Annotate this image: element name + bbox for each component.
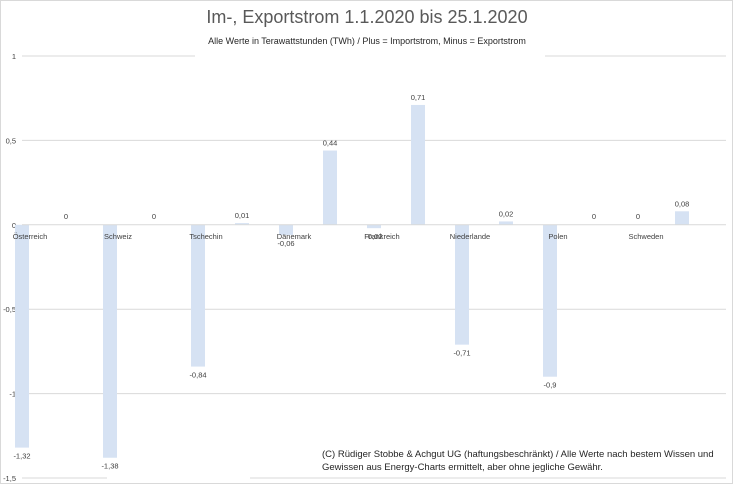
data-label: 0,01 <box>235 211 250 220</box>
data-label: -0,84 <box>189 371 206 380</box>
data-label: 0 <box>64 212 68 221</box>
data-label: -0,71 <box>453 349 470 358</box>
bar <box>323 150 337 225</box>
bar <box>411 104 425 225</box>
bar <box>543 224 557 377</box>
data-label: -1,38 <box>101 462 118 471</box>
y-tick-label: 0,5 <box>6 136 16 145</box>
y-tick-label: 1 <box>12 52 16 61</box>
y-tick-label: -0,5 <box>3 305 16 314</box>
category-label: Tschechin <box>189 232 222 241</box>
data-label: -0,9 <box>544 381 557 390</box>
bar <box>455 224 469 345</box>
bar <box>279 224 293 235</box>
bar <box>15 224 29 448</box>
bar <box>191 224 205 367</box>
bar <box>499 221 513 225</box>
category-label: Schweiz <box>104 232 132 241</box>
category-label: Schweden <box>628 232 663 241</box>
data-label: 0,44 <box>323 139 338 148</box>
data-label: 0,02 <box>499 209 514 218</box>
data-label: 0,71 <box>411 93 426 102</box>
data-label: 0 <box>592 212 596 221</box>
y-tick-label: -1 <box>9 390 16 399</box>
y-tick-label: 0 <box>12 221 16 230</box>
category-label: Niederlande <box>450 232 490 241</box>
bar <box>103 224 117 458</box>
category-label: Polen <box>548 232 567 241</box>
chart-subtitle: Alle Werte in Terawattstunden (TWh) / Pl… <box>208 36 526 46</box>
category-label: Österreich <box>13 232 48 241</box>
data-label: -0,06 <box>277 239 294 248</box>
y-tick-label: -1,5 <box>3 474 16 483</box>
data-label: -0,02 <box>365 232 382 241</box>
data-label: 0 <box>636 212 640 221</box>
bar <box>367 224 381 229</box>
chart-title: Im-, Exportstrom 1.1.2020 bis 25.1.2020 <box>206 7 528 27</box>
data-label: -1,32 <box>13 452 30 461</box>
bar <box>675 211 689 225</box>
data-label: 0,08 <box>675 199 690 208</box>
bar <box>235 223 249 225</box>
copyright-note: (C) Rüdiger Stobbe & Achgut UG (haftungs… <box>322 449 714 473</box>
data-label: 0 <box>152 212 156 221</box>
category-label: Frankreich <box>364 232 399 241</box>
category-label: Dänemark <box>277 232 312 241</box>
